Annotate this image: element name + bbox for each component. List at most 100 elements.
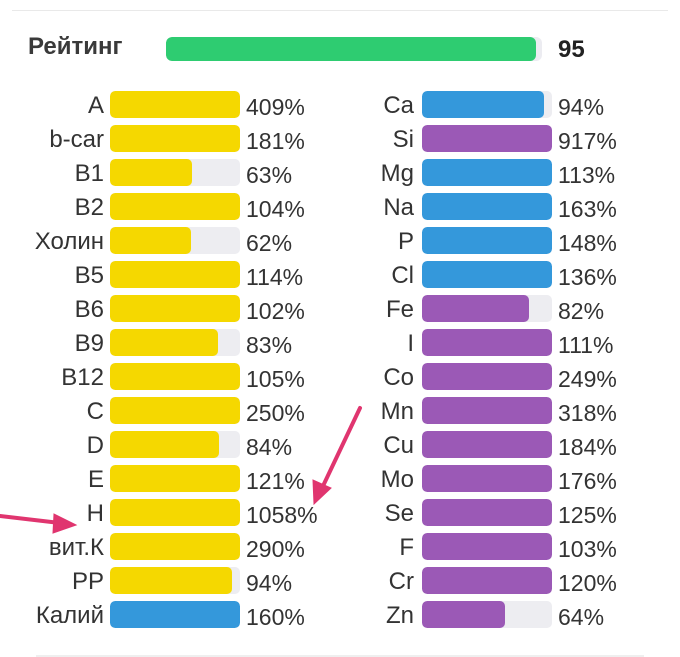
mineral-progress-bar <box>422 363 552 390</box>
nutrient-percent: 1058% <box>246 502 318 528</box>
nutrient-progress-fill <box>110 601 240 628</box>
mineral-progress-bar <box>422 227 552 254</box>
mineral-percent: 136% <box>558 264 617 290</box>
mineral-percent: 111% <box>558 332 614 358</box>
nutrient-label: B1 <box>74 160 104 187</box>
nutrient-progress-bar <box>110 533 240 560</box>
mineral-progress-bar <box>422 601 552 628</box>
mineral-label: Si <box>392 126 414 153</box>
nutrient-progress-bar <box>110 261 240 288</box>
mineral-percent: 120% <box>558 570 617 596</box>
card-bottom-edge <box>36 655 644 657</box>
nutrient-percent: 63% <box>246 162 293 188</box>
nutrient-progress-fill <box>110 465 240 492</box>
nutrient-progress-bar <box>110 601 240 628</box>
nutrient-progress-bar <box>110 329 240 356</box>
nutrient-percent: 94% <box>246 570 293 596</box>
mineral-progress-fill <box>422 567 552 594</box>
nutrient-percent: 105% <box>246 366 305 392</box>
nutrient-label: B6 <box>74 296 104 323</box>
nutrient-progress-bar <box>110 465 240 492</box>
mineral-percent: 103% <box>558 536 617 562</box>
mineral-progress-fill <box>422 601 506 628</box>
nutrient-progress-fill <box>110 499 240 526</box>
mineral-progress-fill <box>422 499 552 526</box>
mineral-progress-fill <box>422 295 529 322</box>
mineral-label: Mg <box>380 160 414 187</box>
mineral-percent: 249% <box>558 366 617 392</box>
mineral-label: Se <box>384 500 414 527</box>
nutrient-percent: 250% <box>246 400 305 426</box>
mineral-label: Cu <box>383 432 414 459</box>
mineral-label: Cl <box>391 262 414 289</box>
nutrient-progress-fill <box>110 533 240 560</box>
mineral-progress-fill <box>422 261 552 288</box>
mineral-percent: 917% <box>558 128 617 154</box>
nutrient-percent: 181% <box>246 128 305 154</box>
mineral-progress-bar <box>422 465 552 492</box>
mineral-progress-fill <box>422 193 552 220</box>
nutrient-label: Холин <box>34 228 104 255</box>
mineral-progress-fill <box>422 465 552 492</box>
mineral-label: Fe <box>385 296 414 323</box>
nutrient-progress-fill <box>110 431 220 458</box>
mineral-label: Ca <box>383 92 414 119</box>
mineral-percent: 113% <box>558 162 616 188</box>
mineral-label: Mn <box>380 398 414 425</box>
nutrient-progress-fill <box>110 193 240 220</box>
nutrient-label: D <box>86 432 104 459</box>
mineral-progress-bar <box>422 295 552 322</box>
mineral-percent: 82% <box>558 298 605 324</box>
nutrient-percent: 121% <box>246 468 305 494</box>
mineral-label: Cr <box>388 568 414 595</box>
nutrient-progress-bar <box>110 227 240 254</box>
mineral-label: I <box>407 330 414 357</box>
mineral-progress-bar <box>422 159 552 186</box>
nutrient-label: Калий <box>35 602 104 629</box>
mineral-label: Mo <box>380 466 414 493</box>
mineral-percent: 94% <box>558 94 605 120</box>
nutrient-label: B9 <box>74 330 104 357</box>
nutrient-progress-fill <box>110 159 192 186</box>
mineral-progress-fill <box>422 397 552 424</box>
rating-progress-bar <box>166 37 542 61</box>
mineral-progress-fill <box>422 125 552 152</box>
nutrient-percent: 83% <box>246 332 293 358</box>
nutrient-percent: 104% <box>246 196 305 222</box>
mineral-progress-fill <box>422 159 552 186</box>
mineral-label: F <box>399 534 414 561</box>
nutrient-progress-fill <box>110 295 240 322</box>
nutrient-progress-fill <box>110 125 240 152</box>
nutrient-progress-bar <box>110 91 240 118</box>
nutrient-label: B5 <box>74 262 104 289</box>
mineral-percent: 176% <box>558 468 617 494</box>
mineral-label: Zn <box>385 602 414 629</box>
mineral-progress-bar <box>422 431 552 458</box>
rating-label: Рейтинг <box>28 33 123 60</box>
nutrient-label: b-car <box>49 126 104 153</box>
nutrient-progress-bar <box>110 567 240 594</box>
nutrient-progress-fill <box>110 261 240 288</box>
mineral-progress-bar <box>422 499 552 526</box>
mineral-progress-bar <box>422 261 552 288</box>
nutrient-progress-fill <box>110 567 233 594</box>
mineral-progress-fill <box>422 227 552 254</box>
nutrient-percent: 62% <box>246 230 293 256</box>
nutrient-progress-bar <box>110 193 240 220</box>
nutrient-label: B2 <box>74 194 104 221</box>
nutrient-progress-bar <box>110 499 240 526</box>
nutrient-progress-bar <box>110 363 240 390</box>
nutrient-percent: 114% <box>246 264 304 290</box>
card-top-edge <box>12 0 668 11</box>
nutrient-progress-bar <box>110 431 240 458</box>
mineral-label: P <box>397 228 414 255</box>
mineral-progress-bar <box>422 567 552 594</box>
mineral-percent: 163% <box>558 196 617 222</box>
nutrient-progress-fill <box>110 227 191 254</box>
nutrient-progress-bar <box>110 295 240 322</box>
nutrient-percent: 84% <box>246 434 293 460</box>
mineral-progress-bar <box>422 125 552 152</box>
mineral-percent: 64% <box>558 604 605 630</box>
mineral-progress-fill <box>422 329 552 356</box>
nutrient-percent: 160% <box>246 604 305 630</box>
